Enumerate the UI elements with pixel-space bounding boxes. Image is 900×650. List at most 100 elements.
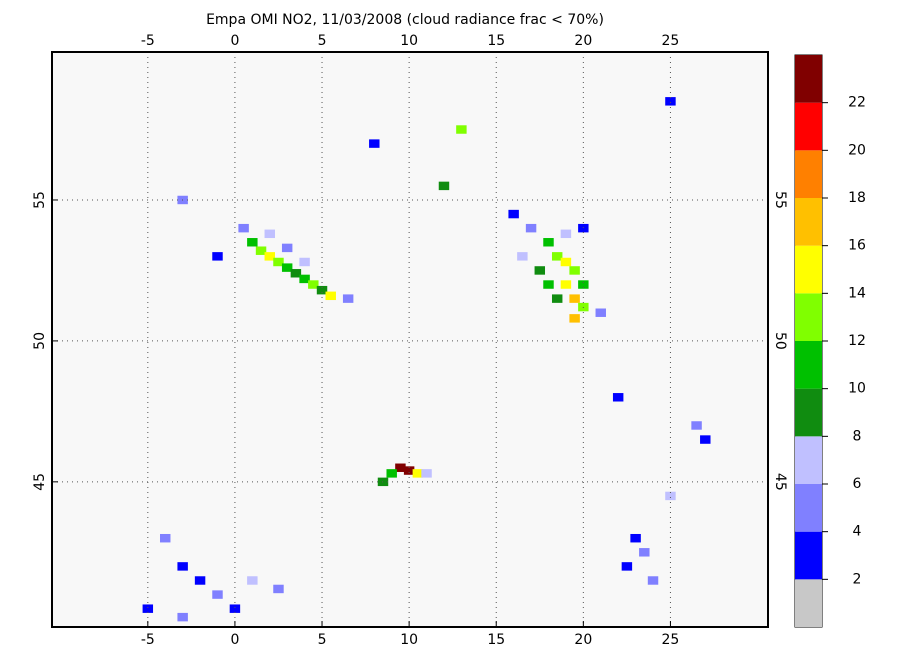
no2-cell — [342, 294, 354, 303]
no2-cell — [551, 294, 563, 303]
no2-cell — [160, 533, 171, 543]
no2-cell — [569, 314, 580, 323]
colorbar-swatch — [795, 198, 822, 246]
no2-cell — [595, 308, 606, 317]
colorbar-label: 10 — [848, 381, 866, 397]
no2-cell — [700, 435, 711, 444]
map-area — [52, 52, 768, 627]
x-tick-label: 5 — [318, 632, 327, 648]
no2-cell — [421, 469, 432, 478]
no2-cell — [264, 229, 275, 239]
x-tick-label: 0 — [230, 33, 239, 49]
no2-cell — [281, 263, 293, 272]
no2-cell — [247, 238, 258, 247]
no2-cell — [630, 533, 641, 543]
no2-cell — [560, 229, 572, 239]
x-tick-label: 15 — [487, 33, 505, 49]
x-tick-label: -5 — [141, 632, 155, 648]
no2-cell — [403, 466, 415, 475]
no2-cell — [273, 257, 284, 267]
no2-cell — [647, 576, 659, 585]
colorbar-swatch — [795, 293, 822, 341]
x-tick-label: 20 — [574, 33, 592, 49]
colorbar-label: 2 — [853, 571, 862, 587]
y-tick-label: 50 — [772, 332, 788, 350]
no2-cell — [691, 421, 702, 430]
no2-cell — [560, 280, 572, 289]
x-tick-label: 10 — [400, 632, 418, 648]
no2-cell — [299, 274, 310, 284]
no2-cell — [308, 280, 319, 289]
no2-cell — [551, 252, 563, 261]
no2-cell — [639, 548, 650, 557]
colorbar-swatch — [795, 579, 822, 627]
no2-cell — [281, 243, 293, 253]
colorbar-label: 22 — [848, 95, 866, 111]
no2-cell — [543, 280, 554, 289]
colorbar-swatch — [795, 341, 822, 389]
no2-cell — [412, 469, 424, 478]
y-tick-label: 55 — [32, 191, 48, 209]
colorbar-label: 8 — [853, 428, 862, 444]
no2-cell — [255, 246, 267, 255]
no2-cell — [543, 238, 554, 247]
no2-cell — [578, 223, 589, 233]
colorbar-swatch — [795, 102, 822, 151]
colorbar-label: 14 — [848, 285, 866, 301]
map-frame — [51, 51, 769, 628]
no2-cell — [517, 252, 528, 261]
no2-cell — [560, 257, 572, 267]
no2-cell — [238, 223, 249, 233]
no2-cell — [569, 266, 580, 275]
y-tick-label: 45 — [772, 473, 788, 491]
x-tick-label: 25 — [662, 632, 680, 648]
colorbar-label: 16 — [848, 238, 866, 254]
no2-cell — [534, 266, 546, 275]
no2-cell — [665, 491, 676, 501]
no2-cell — [177, 562, 188, 571]
no2-cell — [142, 604, 154, 613]
no2-cell — [273, 584, 284, 594]
colorbar-swatch — [795, 55, 822, 103]
x-tick-label: 0 — [230, 632, 239, 648]
y-tick-label: 50 — [32, 332, 48, 350]
x-tick-label: 5 — [318, 33, 327, 49]
colorbar-swatch — [795, 531, 822, 580]
no2-cell — [525, 223, 537, 233]
x-tick-label: 10 — [400, 33, 418, 49]
x-tick-label: 20 — [574, 632, 592, 648]
no2-cell — [612, 393, 624, 402]
no2-cell — [212, 252, 223, 261]
colorbar-label: 12 — [848, 333, 866, 349]
colorbar-label: 6 — [853, 476, 862, 492]
layer — [52, 52, 768, 627]
no2-cell — [578, 280, 589, 289]
no2-cell — [299, 257, 310, 267]
no2-cell — [665, 97, 676, 106]
no2-cell — [508, 209, 519, 219]
map-title: Empa OMI NO2, 11/03/2008 (cloud radiance… — [206, 12, 604, 28]
no2-cell — [194, 576, 206, 585]
colorbar-swatch — [795, 436, 822, 484]
colorbar-label: 18 — [848, 190, 866, 206]
no2-cell — [247, 576, 258, 585]
x-tick-label: 25 — [662, 33, 680, 49]
no2-cell — [212, 590, 223, 599]
colorbar-label: 20 — [848, 142, 866, 158]
no2-cell — [316, 285, 328, 295]
no2-cell — [456, 125, 467, 134]
colorbar-swatch — [795, 150, 822, 198]
x-tick-label: -5 — [141, 33, 155, 49]
no2-cell — [395, 463, 406, 472]
y-tick-label: 55 — [772, 191, 788, 209]
no2-cell — [264, 252, 275, 261]
no2-cell — [290, 269, 302, 278]
no2-cell — [177, 612, 188, 622]
no2-cell — [229, 604, 241, 613]
colorbar-label: 4 — [853, 524, 862, 540]
colorbar-swatch — [795, 484, 822, 532]
no2-cell — [438, 181, 450, 191]
no2-cell — [325, 291, 336, 301]
colorbar-swatch — [795, 388, 822, 437]
